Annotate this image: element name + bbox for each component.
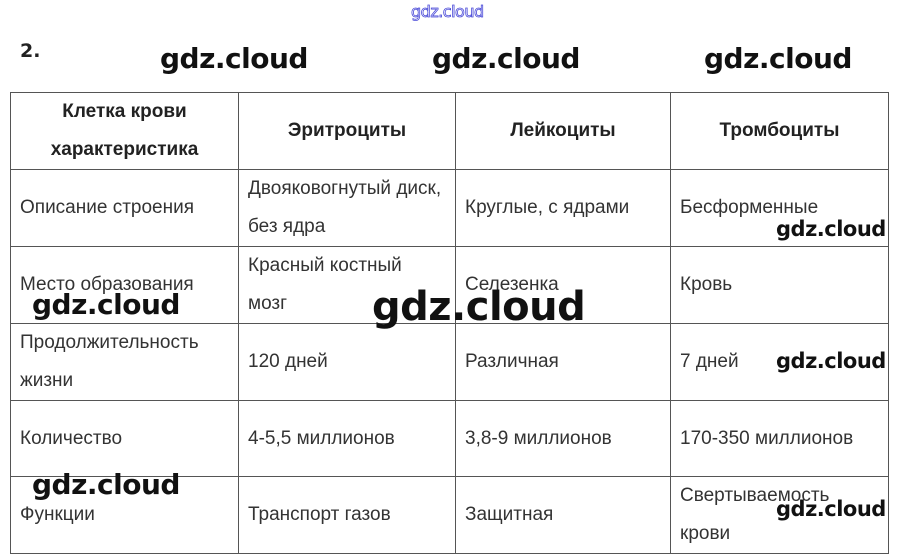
table-cell: 4-5,5 миллионов [238, 400, 456, 477]
table-cell: Кровь [670, 246, 889, 324]
table-cell: Двояковогнутый диск, без ядра [238, 169, 456, 247]
table-row: Функции Транспорт газов Защитная Свертыв… [10, 476, 889, 554]
table-cell: Различная [455, 323, 671, 401]
table-cell: Круглые, с ядрами [455, 169, 671, 247]
table-cell: Количество [10, 400, 239, 477]
watermark: gdz.cloud [776, 497, 886, 521]
table-cell: 170-350 миллионов [670, 400, 889, 477]
table-cell: Свертываемость крови [670, 476, 889, 554]
table-cell: Место образования [10, 246, 239, 324]
table-cell: Селезенка [455, 246, 671, 324]
table-cell: Описание строения [10, 169, 239, 247]
blood-cells-table: Клетка крови характеристика Эритроциты Л… [10, 92, 889, 554]
watermark: gdz.cloud [776, 217, 886, 241]
table-row: Продолжительность жизни 120 дней Различн… [10, 323, 889, 401]
watermark: gdz.cloud [776, 349, 886, 373]
table-row: Место образования Красный костный мозг С… [10, 246, 889, 324]
watermark: gdz.cloud [432, 42, 580, 75]
table-row: Описание строения Двояковогнутый диск, б… [10, 169, 889, 247]
watermark: gdz.cloud [704, 42, 852, 75]
table-cell: Защитная [455, 476, 671, 554]
watermark: gdz.cloud [32, 468, 180, 501]
header-cell: Эритроциты [238, 92, 456, 170]
header-cell: Клетка крови характеристика [10, 92, 239, 170]
table-cell: Бесформенные [670, 169, 889, 247]
table-cell: 3,8-9 миллионов [455, 400, 671, 477]
watermark: gdz.cloud [32, 288, 180, 321]
watermark-link[interactable]: gdz.cloud [411, 2, 485, 22]
header-cell: Тромбоциты [670, 92, 889, 170]
table-header-row: Клетка крови характеристика Эритроциты Л… [10, 92, 889, 170]
table-cell: Функции [10, 476, 239, 554]
watermark: gdz.cloud [372, 284, 586, 330]
watermark: gdz.cloud [160, 42, 308, 75]
table-cell: Продолжительность жизни [10, 323, 239, 401]
task-number: 2. [20, 40, 41, 62]
table-cell: Транспорт газов [238, 476, 456, 554]
table-cell: 120 дней [238, 323, 456, 401]
table-row: Количество 4-5,5 миллионов 3,8-9 миллион… [10, 400, 889, 477]
header-cell: Лейкоциты [455, 92, 671, 170]
table-cell: Красный костный мозг [238, 246, 456, 324]
